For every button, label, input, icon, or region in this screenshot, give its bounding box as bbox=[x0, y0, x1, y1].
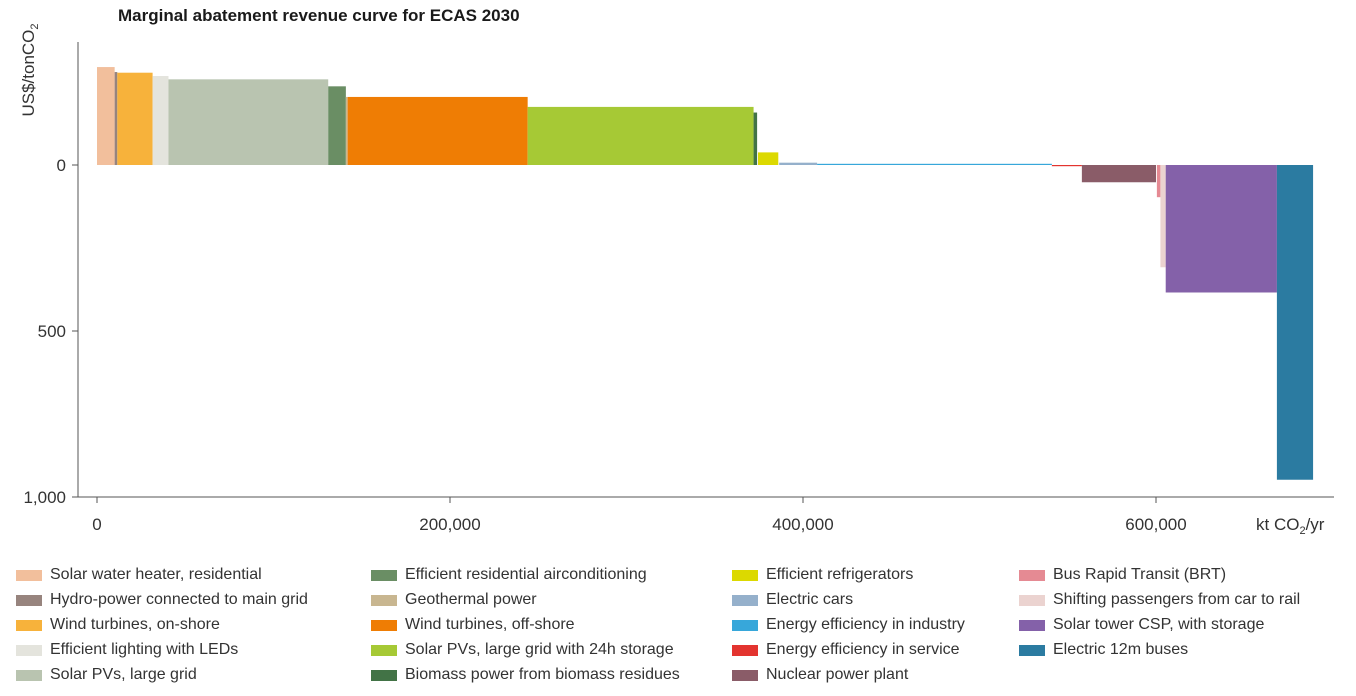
legend-swatch bbox=[371, 644, 397, 656]
legend-label: Energy efficiency in industry bbox=[766, 616, 965, 633]
y-tick-label: 1,000 bbox=[23, 488, 66, 507]
chart-title: Marginal abatement revenue curve for ECA… bbox=[118, 6, 520, 25]
bar-18 bbox=[1276, 165, 1314, 480]
legend-item: Nuclear power plant bbox=[732, 666, 908, 684]
legend-label: Solar PVs, large grid bbox=[50, 666, 197, 683]
legend-swatch bbox=[16, 669, 42, 681]
legend-item: Electric cars bbox=[732, 591, 853, 609]
bar-1 bbox=[114, 72, 118, 165]
legend-label: Solar tower CSP, with storage bbox=[1053, 616, 1265, 633]
x-tick-label: 0 bbox=[92, 515, 101, 534]
legend-item: Efficient lighting with LEDs bbox=[16, 641, 238, 659]
legend-item: Biomass power from biomass residues bbox=[371, 666, 680, 684]
legend-item: Shifting passengers from car to rail bbox=[1019, 591, 1300, 609]
y-ticks: 0 500 1,000 bbox=[23, 156, 78, 507]
legend-label: Hydro-power connected to main grid bbox=[50, 591, 308, 608]
legend-label: Electric cars bbox=[766, 591, 854, 608]
legend-swatch bbox=[732, 619, 758, 631]
legend-label: Efficient refrigerators bbox=[766, 566, 914, 583]
legend-item: Solar PVs, large grid bbox=[16, 666, 197, 684]
legend-swatch bbox=[732, 594, 758, 606]
legend-label: Shifting passengers from car to rail bbox=[1053, 591, 1301, 608]
bar-4 bbox=[168, 79, 329, 165]
legend-label: Energy efficiency in service bbox=[766, 641, 960, 658]
bar-11 bbox=[779, 162, 818, 165]
legend-label: Wind turbines, off-shore bbox=[405, 616, 575, 633]
chart: 0 500 1,000 0 200,000 400,000 600,000 US$/ton… bbox=[19, 23, 1334, 537]
legend-item: Electric 12m buses bbox=[1019, 641, 1188, 659]
legend-swatch bbox=[371, 619, 397, 631]
legend-swatch bbox=[16, 644, 42, 656]
legend-swatch bbox=[1019, 644, 1045, 656]
legend-label: Geothermal power bbox=[405, 591, 537, 608]
legend-swatch bbox=[732, 569, 758, 581]
bar-0 bbox=[97, 67, 115, 165]
x-tick-label: 400,000 bbox=[772, 515, 833, 534]
legend-item: Wind turbines, on-shore bbox=[16, 616, 220, 634]
bar-15 bbox=[1156, 165, 1161, 198]
legend-item: Wind turbines, off-shore bbox=[371, 616, 575, 634]
legend-label: Solar water heater, residential bbox=[50, 566, 262, 583]
y-tick-label: 0 bbox=[57, 156, 66, 175]
bar-6 bbox=[345, 96, 348, 165]
legend-item: Hydro-power connected to main grid bbox=[16, 591, 308, 609]
legend-swatch bbox=[1019, 594, 1045, 606]
bar-12 bbox=[817, 163, 1052, 165]
legend-swatch bbox=[371, 669, 397, 681]
legend-swatch bbox=[16, 594, 42, 606]
legend-label: Bus Rapid Transit (BRT) bbox=[1053, 566, 1227, 583]
bar-9 bbox=[753, 112, 758, 165]
legend-swatch bbox=[732, 669, 758, 681]
legend-swatch bbox=[371, 569, 397, 581]
legend-item: Efficient residential airconditioning bbox=[371, 566, 647, 584]
legend-item: Energy efficiency in service bbox=[732, 641, 960, 659]
legend-label: Electric 12m buses bbox=[1053, 641, 1189, 658]
legend-label: Biomass power from biomass residues bbox=[405, 666, 680, 683]
x-ticks: 0 200,000 400,000 600,000 bbox=[92, 497, 1187, 534]
bars-group bbox=[97, 67, 1314, 480]
legend-item: Geothermal power bbox=[371, 591, 537, 609]
y-tick-label: 500 bbox=[38, 322, 66, 341]
bar-2 bbox=[117, 72, 153, 165]
legend-label: Nuclear power plant bbox=[766, 666, 909, 683]
legend-item: Solar PVs, large grid with 24h storage bbox=[371, 641, 674, 659]
y-axis-label: US$/tonCO2 bbox=[19, 23, 41, 116]
bar-5 bbox=[328, 86, 346, 165]
legend-label: Wind turbines, on-shore bbox=[50, 616, 220, 633]
legend-swatch bbox=[16, 619, 42, 631]
legend-item: Bus Rapid Transit (BRT) bbox=[1019, 566, 1226, 584]
x-axis-label: kt CO2/yr bbox=[1256, 515, 1325, 537]
legend-label: Efficient lighting with LEDs bbox=[50, 641, 239, 658]
legend-swatch bbox=[16, 569, 42, 581]
legend-item: Solar tower CSP, with storage bbox=[1019, 616, 1264, 634]
bar-8 bbox=[527, 106, 754, 165]
legend-label: Efficient residential airconditioning bbox=[405, 566, 647, 583]
legend-swatch bbox=[1019, 619, 1045, 631]
bar-7 bbox=[347, 96, 528, 165]
legend-swatch bbox=[732, 644, 758, 656]
legend-item: Energy efficiency in industry bbox=[732, 616, 965, 634]
legend-item: Efficient refrigerators bbox=[732, 566, 913, 584]
bar-14 bbox=[1081, 165, 1156, 183]
legend-swatch bbox=[371, 594, 397, 606]
legend-swatch bbox=[1019, 569, 1045, 581]
legend-label: Solar PVs, large grid with 24h storage bbox=[405, 641, 674, 658]
bar-17 bbox=[1165, 165, 1277, 293]
legend-item: Solar water heater, residential bbox=[16, 566, 262, 584]
bar-16 bbox=[1160, 165, 1166, 268]
bar-3 bbox=[152, 76, 169, 165]
bar-13 bbox=[1051, 165, 1082, 167]
x-tick-label: 200,000 bbox=[419, 515, 480, 534]
bar-10 bbox=[757, 152, 779, 165]
x-tick-label: 600,000 bbox=[1125, 515, 1186, 534]
legend: Solar water heater, residential Hydro-pow… bbox=[16, 566, 1356, 694]
